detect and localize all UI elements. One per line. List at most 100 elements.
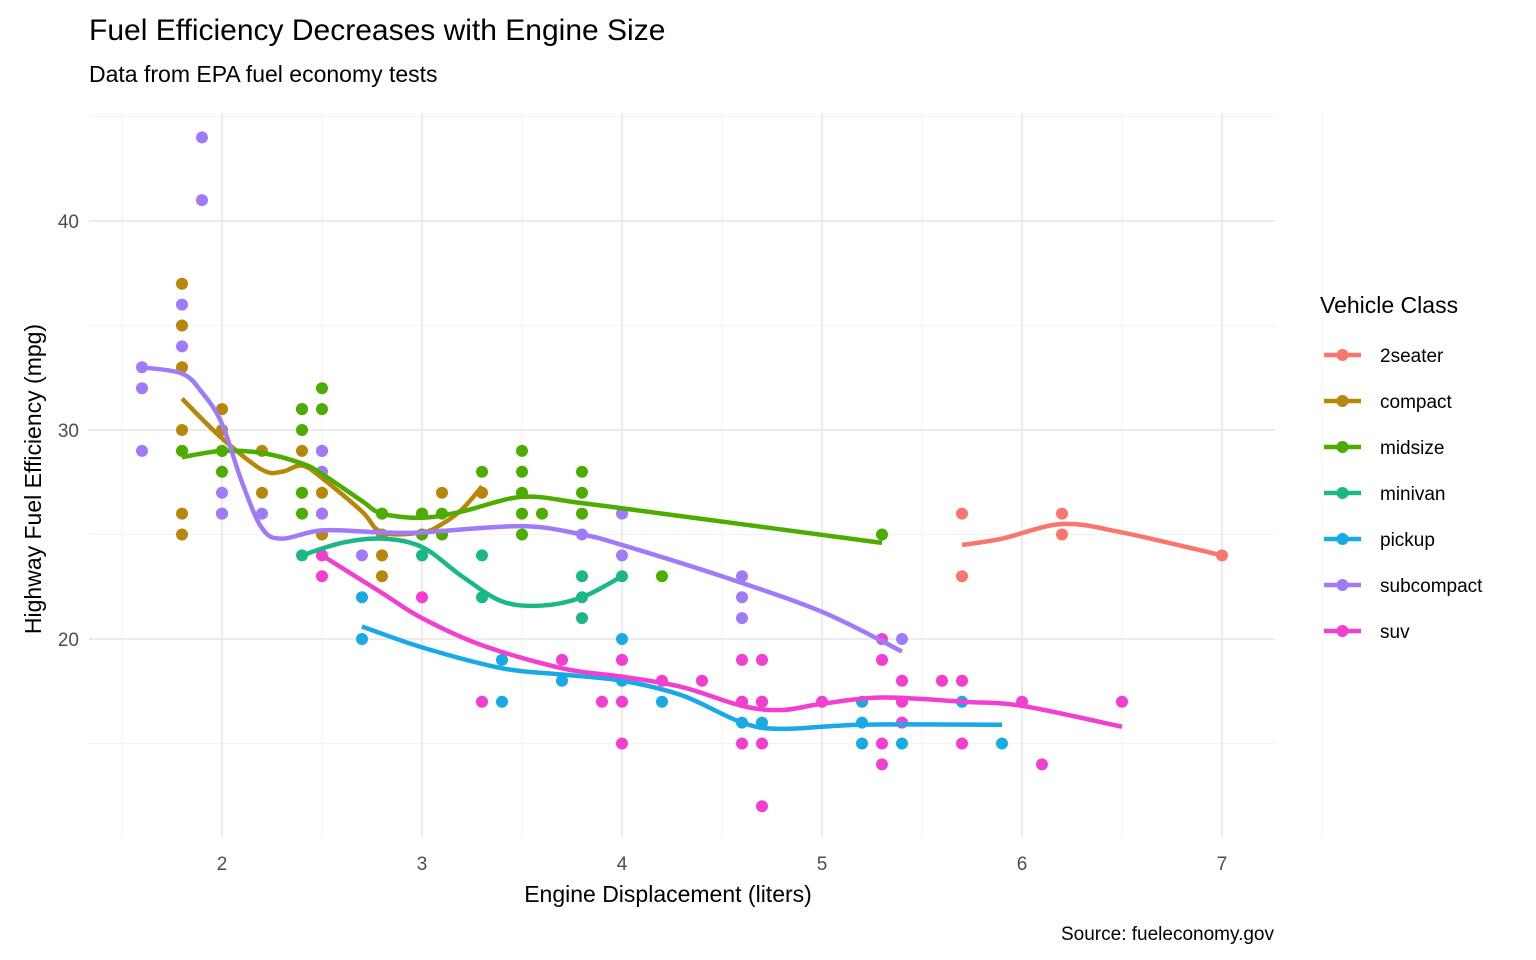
- point-pickup: [356, 633, 368, 645]
- x-tick-label: 5: [817, 854, 828, 875]
- point-midsize: [476, 465, 488, 478]
- point-compact: [296, 444, 308, 457]
- point-2seater: [956, 570, 968, 583]
- point-suv: [896, 674, 908, 687]
- point-midsize: [216, 465, 228, 478]
- point-midsize: [656, 570, 668, 583]
- point-subcompact: [196, 194, 208, 207]
- legend-key-point: [1336, 533, 1349, 545]
- point-subcompact: [316, 507, 328, 520]
- smooth-line-compact: [180, 397, 484, 537]
- point-suv: [876, 737, 888, 750]
- point-suv: [476, 695, 488, 708]
- x-axis-title: Engine Displacement (liters): [524, 881, 812, 907]
- point-midsize: [296, 424, 308, 436]
- point-pickup: [616, 633, 628, 645]
- point-midsize: [316, 382, 328, 395]
- point-2seater: [956, 507, 968, 520]
- smooth-line-2seater: [961, 521, 1223, 558]
- smooth-lines: [141, 365, 1223, 732]
- legend-title: Vehicle Class: [1320, 292, 1458, 318]
- point-midsize: [176, 444, 188, 457]
- smooth-line-pickup: [361, 624, 1003, 732]
- point-suv: [876, 758, 888, 771]
- x-axis-ticks: 2 3 4 5 6 7: [217, 854, 1228, 875]
- point-midsize: [316, 403, 328, 416]
- x-tick-label: 7: [1217, 854, 1228, 875]
- point-subcompact: [616, 549, 628, 562]
- point-subcompact: [196, 131, 208, 144]
- grid: [89, 113, 1323, 838]
- legend-label: midsize: [1380, 438, 1444, 459]
- point-suv: [416, 591, 428, 604]
- point-compact: [436, 486, 448, 499]
- x-tick-label: 4: [617, 854, 628, 875]
- point-suv: [736, 737, 748, 750]
- point-subcompact: [896, 633, 908, 645]
- point-suv: [616, 653, 628, 666]
- point-suv: [756, 800, 768, 813]
- point-midsize: [516, 465, 528, 478]
- point-suv: [1116, 695, 1128, 708]
- point-subcompact: [316, 444, 328, 457]
- legend-label: pickup: [1380, 530, 1435, 551]
- point-compact: [256, 486, 268, 499]
- point-midsize: [516, 507, 528, 520]
- point-suv: [956, 737, 968, 750]
- smooth-line-suv: [320, 553, 1123, 729]
- point-compact: [176, 507, 188, 520]
- point-suv: [616, 737, 628, 750]
- point-minivan: [416, 549, 428, 562]
- legend-label: minivan: [1380, 484, 1445, 505]
- point-subcompact: [216, 486, 228, 499]
- point-compact: [176, 319, 188, 332]
- point-subcompact: [356, 549, 368, 562]
- point-pickup: [496, 695, 508, 708]
- point-compact: [376, 549, 388, 562]
- point-pickup: [996, 737, 1008, 750]
- x-tick-label: 6: [1017, 854, 1028, 875]
- legend-key-point: [1336, 579, 1349, 591]
- point-2seater: [1056, 507, 1068, 520]
- legend-item-2seater: 2seater: [1324, 346, 1444, 367]
- legend-item-pickup: pickup: [1324, 530, 1435, 551]
- point-pickup: [656, 695, 668, 708]
- point-subcompact: [736, 591, 748, 604]
- smooth-line-midsize: [181, 448, 883, 546]
- point-suv: [756, 653, 768, 666]
- legend-item-compact: compact: [1324, 392, 1453, 413]
- point-compact: [176, 528, 188, 541]
- legend-key-point: [1336, 395, 1349, 407]
- point-subcompact: [256, 507, 268, 520]
- point-suv: [736, 653, 748, 666]
- chart-subtitle: Data from EPA fuel economy tests: [89, 61, 438, 87]
- point-subcompact: [736, 612, 748, 625]
- point-suv: [936, 674, 948, 687]
- point-2seater: [1056, 528, 1068, 541]
- point-suv: [756, 737, 768, 750]
- point-midsize: [576, 465, 588, 478]
- y-tick-label: 30: [58, 421, 79, 442]
- point-suv: [756, 695, 768, 708]
- legend-item-minivan: minivan: [1324, 484, 1445, 505]
- legend-label: subcompact: [1380, 576, 1483, 597]
- point-compact: [176, 424, 188, 436]
- point-compact: [376, 570, 388, 583]
- data-points: [136, 131, 1228, 813]
- legend-key-point: [1336, 441, 1349, 453]
- point-subcompact: [216, 507, 228, 520]
- point-midsize: [296, 507, 308, 520]
- legend: Vehicle Class 2seater compact midsize miniv…: [1320, 292, 1483, 643]
- legend-key-point: [1336, 625, 1349, 637]
- y-tick-label: 20: [58, 630, 79, 651]
- legend-key-point: [1336, 487, 1349, 499]
- chart-caption: Source: fueleconomy.gov: [1061, 924, 1274, 945]
- point-midsize: [536, 507, 548, 520]
- point-midsize: [516, 528, 528, 541]
- point-compact: [176, 277, 188, 290]
- point-midsize: [516, 444, 528, 457]
- point-suv: [1036, 758, 1048, 771]
- y-axis-ticks: 20 30 40: [58, 212, 79, 651]
- point-midsize: [876, 528, 888, 541]
